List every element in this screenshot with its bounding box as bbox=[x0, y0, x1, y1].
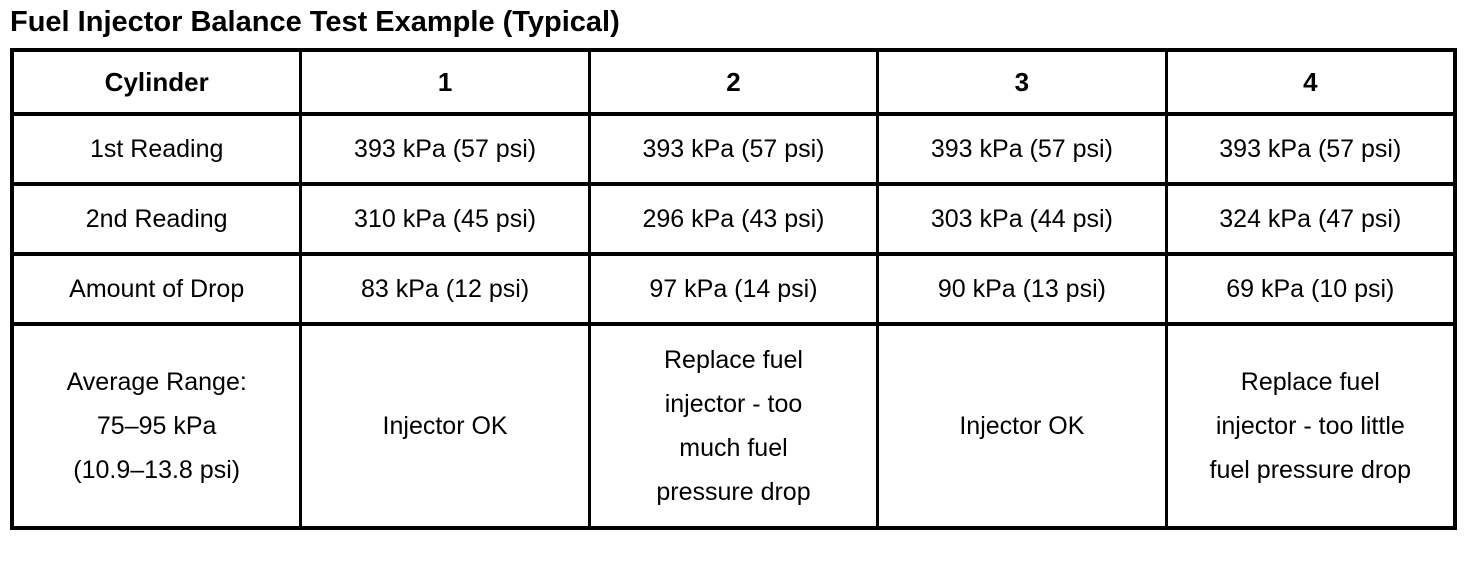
first-reading-cyl3: 393 kPa (57 psi) bbox=[876, 112, 1168, 186]
fuel-injector-balance-table: Cylinder 1 2 3 4 1st Reading 393 kPa (57… bbox=[10, 48, 1457, 530]
page-title: Fuel Injector Balance Test Example (Typi… bbox=[10, 6, 620, 38]
second-reading-cyl2: 296 kPa (43 psi) bbox=[587, 182, 880, 256]
drop-cyl3: 90 kPa (13 psi) bbox=[876, 252, 1168, 326]
row-label-second-reading: 2nd Reading bbox=[10, 182, 303, 256]
column-header-cylinder: Cylinder bbox=[10, 48, 303, 116]
second-reading-cyl4: 324 kPa (47 psi) bbox=[1164, 182, 1457, 256]
result-cyl4: Replace fuel injector - too little fuel … bbox=[1164, 322, 1457, 530]
first-reading-cyl4: 393 kPa (57 psi) bbox=[1164, 112, 1457, 186]
first-reading-cyl2: 393 kPa (57 psi) bbox=[587, 112, 880, 186]
second-reading-cyl3: 303 kPa (44 psi) bbox=[876, 182, 1168, 256]
column-header-3: 3 bbox=[876, 48, 1168, 116]
drop-cyl4: 69 kPa (10 psi) bbox=[1164, 252, 1457, 326]
column-header-4: 4 bbox=[1164, 48, 1457, 116]
row-label-average-range: Average Range: 75–95 kPa (10.9–13.8 psi) bbox=[10, 322, 303, 530]
result-cyl2: Replace fuel injector - too much fuel pr… bbox=[587, 322, 880, 530]
table-header-row: Cylinder 1 2 3 4 bbox=[10, 48, 1457, 116]
table-row-amount-of-drop: Amount of Drop 83 kPa (12 psi) 97 kPa (1… bbox=[10, 252, 1457, 326]
second-reading-cyl1: 310 kPa (45 psi) bbox=[299, 182, 591, 256]
row-label-amount-of-drop: Amount of Drop bbox=[10, 252, 303, 326]
column-header-2: 2 bbox=[587, 48, 880, 116]
drop-cyl2: 97 kPa (14 psi) bbox=[587, 252, 880, 326]
table-row-average-range-result: Average Range: 75–95 kPa (10.9–13.8 psi)… bbox=[10, 322, 1457, 530]
result-cyl3: Injector OK bbox=[876, 322, 1168, 530]
result-cyl1: Injector OK bbox=[299, 322, 591, 530]
drop-cyl1: 83 kPa (12 psi) bbox=[299, 252, 591, 326]
first-reading-cyl1: 393 kPa (57 psi) bbox=[299, 112, 591, 186]
table-row-second-reading: 2nd Reading 310 kPa (45 psi) 296 kPa (43… bbox=[10, 182, 1457, 256]
row-label-first-reading: 1st Reading bbox=[10, 112, 303, 186]
table-row-first-reading: 1st Reading 393 kPa (57 psi) 393 kPa (57… bbox=[10, 112, 1457, 186]
column-header-1: 1 bbox=[299, 48, 591, 116]
